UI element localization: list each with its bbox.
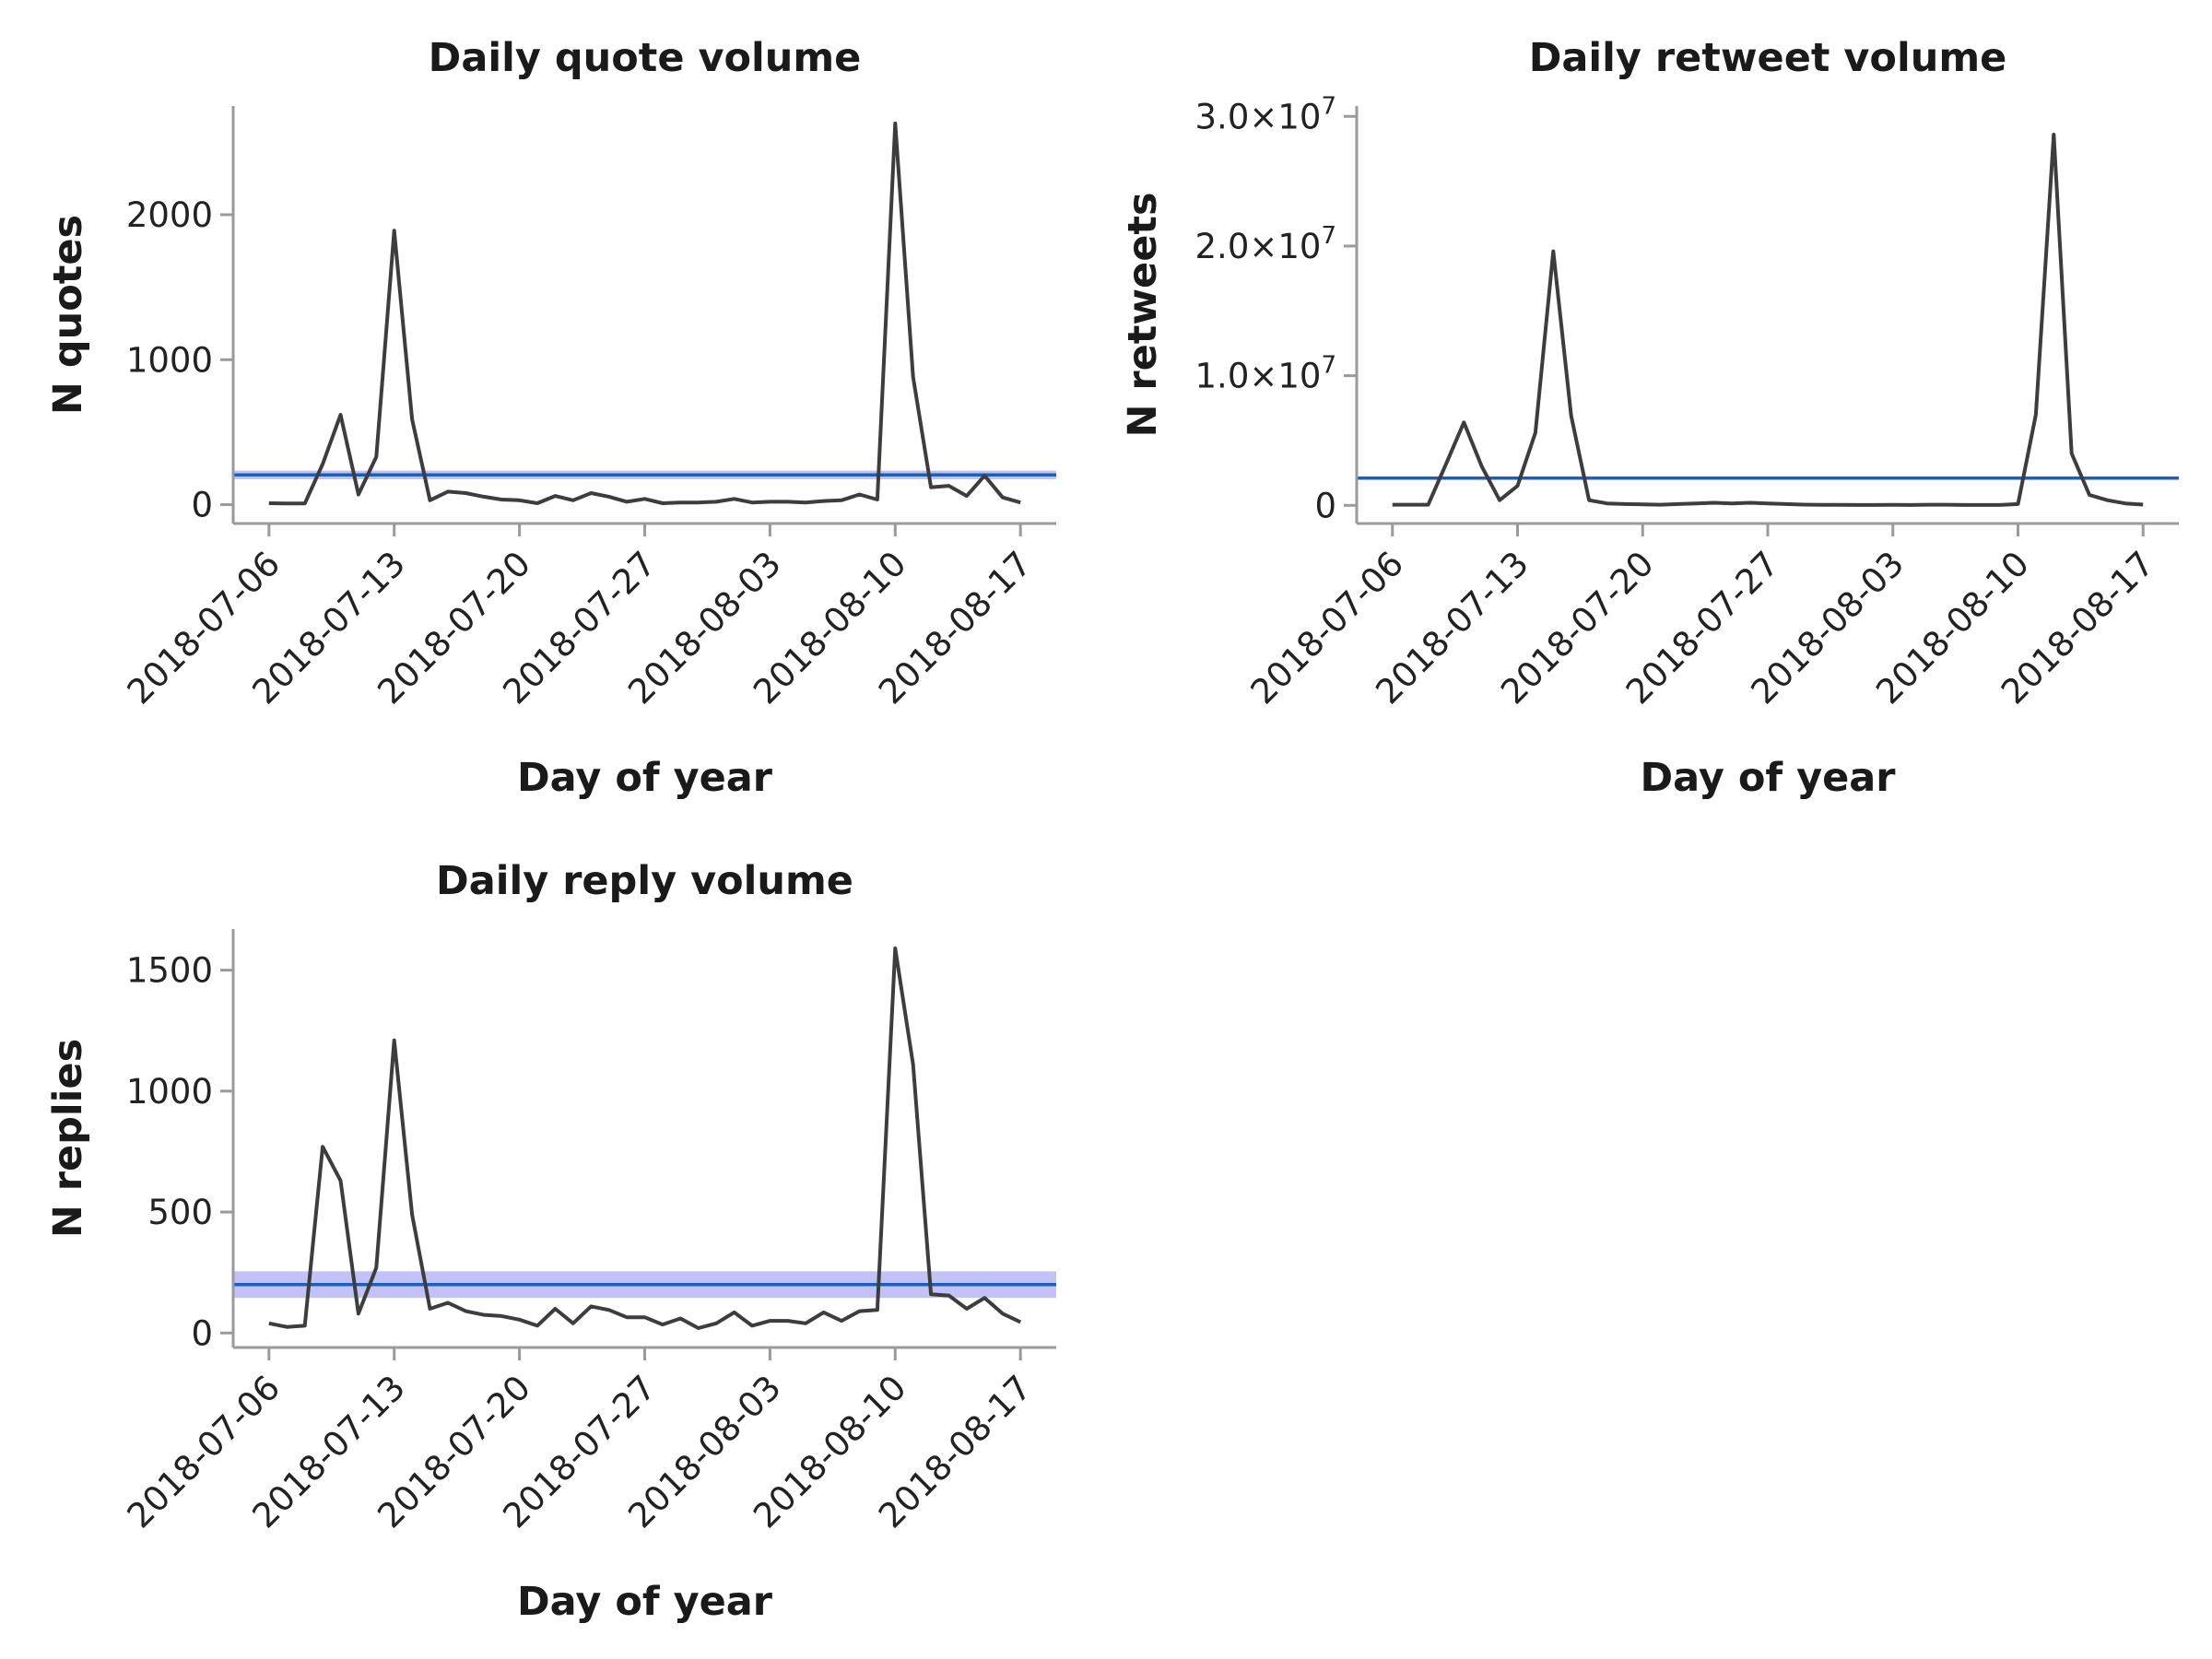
quote-y-tick-label: 2000 xyxy=(126,195,213,235)
retweet-volume-panel: Daily retweet volume 0 1.0×107 2.0×107 3.0×1… xyxy=(1120,35,2179,801)
reply-y-tick-label: 1500 xyxy=(126,951,213,991)
reply-x-axis-label: Day of year xyxy=(517,1579,773,1625)
retweet-y-tick-label: 3.0×107 xyxy=(1195,92,1336,136)
reply-y-tick-label: 1000 xyxy=(126,1072,213,1112)
reply-volume-panel: Daily reply volume0500100015002018-07-06… xyxy=(45,858,1056,1625)
retweet-y-tick-label: 0 xyxy=(1314,486,1336,525)
retweet-y-tick-label: 1.0×107 xyxy=(1195,352,1336,396)
reply-chart-title: Daily reply volume xyxy=(436,858,853,904)
quote-y-axis-label: N quotes xyxy=(45,215,91,415)
retweet-x-axis-label: Day of year xyxy=(1640,755,1896,801)
retweet-y-tick-exponent: 7 xyxy=(1321,222,1336,250)
reply-y-axis-label: N replies xyxy=(45,1039,91,1238)
reply-y-tick-label: 0 xyxy=(191,1313,213,1353)
quote-chart-title: Daily quote volume xyxy=(429,35,862,81)
quote-series-line xyxy=(268,121,1021,506)
retweet-y-axis-label: N retweets xyxy=(1120,192,1166,437)
quote-y-tick-label: 1000 xyxy=(126,340,213,380)
quote-x-axis-label: Day of year xyxy=(517,755,773,801)
retweet-chart-title: Daily retweet volume xyxy=(1529,35,2007,81)
reply-series-line xyxy=(268,947,1022,1330)
retweet-y-tick-exponent: 7 xyxy=(1321,352,1336,380)
retweet-y-tick-exponent: 7 xyxy=(1321,92,1336,120)
reply-y-tick-label: 500 xyxy=(147,1193,213,1232)
retweet-series-line xyxy=(1392,133,2144,507)
quote-volume-panel: Daily quote volume0100020002018-07-06201… xyxy=(45,35,1056,801)
quote-y-tick-label: 0 xyxy=(191,486,213,525)
retweet-y-tick-label: 2.0×107 xyxy=(1195,222,1336,266)
